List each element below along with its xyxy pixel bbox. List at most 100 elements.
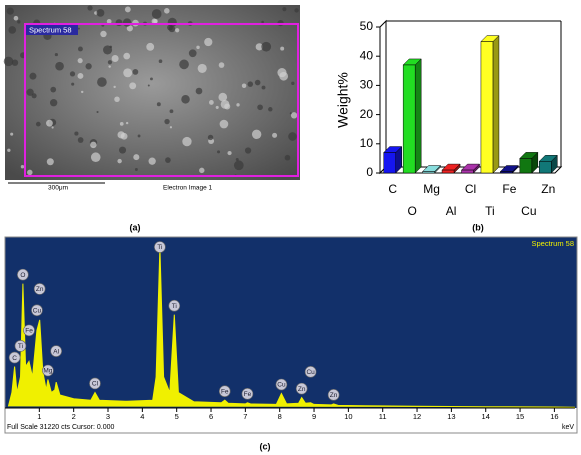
sem-particle	[170, 126, 172, 128]
x-tick-label: 6	[209, 412, 213, 421]
sem-particle	[279, 72, 288, 81]
sem-particle	[7, 149, 10, 152]
y-tick-label: 30	[360, 78, 374, 92]
x-tick-label: 15	[516, 412, 524, 421]
sem-particle	[216, 106, 219, 109]
caption: (b)	[472, 222, 484, 232]
sem-particle	[268, 107, 272, 111]
sem-particle	[179, 60, 189, 70]
sem-particle	[169, 26, 175, 32]
x-tick-label: 5	[175, 412, 179, 421]
sem-particle	[224, 103, 230, 109]
x-tick-label: 1	[37, 412, 41, 421]
scale-label: 300μm	[48, 185, 68, 192]
sem-particle	[90, 142, 96, 148]
bar	[539, 161, 551, 173]
sem-particle	[27, 170, 33, 176]
sem-particle	[168, 18, 177, 27]
peak-label: Zn	[298, 386, 306, 393]
sem-particle	[29, 73, 36, 80]
sem-particle	[96, 111, 98, 113]
sem-particle	[97, 9, 105, 17]
peak-label: Mg	[43, 368, 52, 375]
x-tick-label: 8	[278, 412, 282, 421]
spectrum-title: Spectrum 58	[531, 239, 574, 248]
x-tick-label: Zn	[541, 182, 555, 196]
sem-particle	[291, 112, 297, 118]
sem-particle	[77, 73, 83, 79]
sem-particle	[261, 21, 264, 24]
bar-side	[493, 36, 499, 173]
sem-particle	[248, 81, 254, 87]
peak-label: Fe	[221, 388, 229, 395]
sem-particle	[113, 86, 115, 88]
sem-particle	[21, 165, 24, 168]
sem-particle	[288, 132, 297, 141]
x-unit: keV	[562, 424, 574, 431]
sem-particle	[10, 133, 13, 136]
y-tick-label: 40	[360, 48, 374, 62]
y-tick-label: 20	[360, 107, 374, 121]
sem-particle	[196, 46, 199, 49]
peak-label: Al	[53, 348, 59, 355]
sem-particle	[78, 58, 83, 63]
sem-particle	[74, 132, 78, 136]
sem-particle	[81, 91, 83, 93]
sem-particle	[133, 69, 139, 75]
sem-particle	[199, 168, 204, 173]
sem-particle	[245, 147, 251, 153]
x-tick-label: Fe	[502, 182, 516, 196]
sem-particle	[150, 77, 153, 80]
sem-particle	[208, 135, 213, 140]
x-tick-label: Mg	[423, 182, 440, 196]
sem-particle	[189, 49, 197, 57]
sem-particle	[55, 53, 58, 56]
sem-particle	[17, 20, 20, 23]
sem-particle	[294, 8, 298, 12]
figure: Spectrum 58 300μm Electron Image 1 (a) (…	[0, 0, 581, 455]
x-tick-label: 12	[413, 412, 421, 421]
x-tick-label: 7	[243, 412, 247, 421]
sem-particle	[97, 77, 107, 87]
bar-side	[415, 59, 421, 173]
sem-particle	[135, 168, 138, 171]
bar	[403, 65, 415, 173]
bar	[500, 172, 512, 173]
peak-label: Cu	[33, 307, 42, 314]
footer: Full Scale 31220 cts Cursor: 0.000	[7, 424, 114, 431]
sem-particle	[114, 96, 120, 102]
peak-label: C	[12, 355, 17, 362]
sem-particle	[175, 28, 179, 32]
peak-label: Ti	[18, 343, 23, 350]
sem-particle	[227, 151, 231, 155]
x-tick-label: 11	[379, 412, 387, 421]
sem-particle	[129, 82, 136, 89]
sem-particle	[50, 87, 56, 93]
x-tick-label: 4	[140, 412, 144, 421]
peak-label: Fe	[25, 328, 33, 335]
sem-particle	[157, 102, 161, 106]
sem-particle	[70, 71, 75, 76]
sem-particle	[285, 155, 291, 161]
bar	[423, 172, 435, 173]
sem-particle	[152, 9, 162, 19]
sem-particle	[282, 7, 286, 11]
sem-particle	[47, 158, 54, 165]
sem-particle	[146, 43, 154, 51]
sem-particle	[291, 82, 294, 85]
sem-particle	[55, 62, 64, 71]
sem-particle	[204, 38, 212, 46]
sem-particle	[123, 18, 131, 26]
x-tick-label: Ti	[485, 204, 495, 218]
sem-particle	[164, 8, 170, 14]
sem-particle	[257, 104, 263, 110]
sem-particle	[262, 86, 266, 90]
sem-particle	[7, 7, 14, 14]
peak-label: Zn	[330, 392, 338, 399]
sem-particle	[87, 5, 92, 10]
y-tick-label: 10	[360, 136, 374, 150]
sem-particle	[182, 137, 191, 146]
bar	[384, 153, 396, 173]
sem-particle	[170, 109, 174, 113]
y-tick-label: 50	[360, 19, 374, 33]
